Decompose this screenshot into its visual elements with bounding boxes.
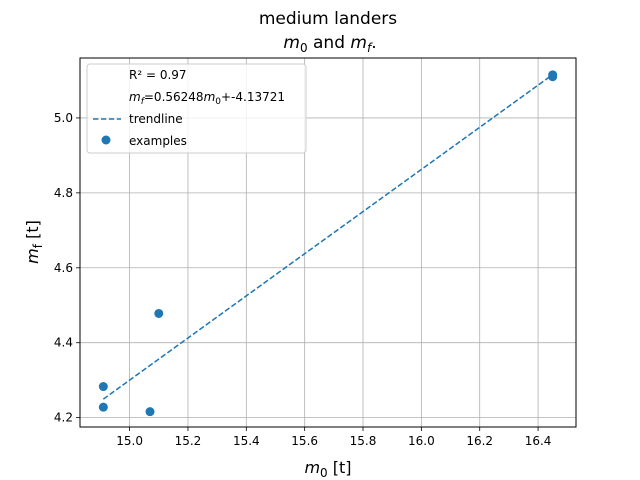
x-axis-label: m0 [t] — [304, 458, 351, 480]
legend-examples-label: examples — [129, 134, 187, 148]
plot-area-frame — [79, 57, 577, 428]
y-tick-label: 4.8 — [54, 186, 73, 200]
x-tick-label: 16.4 — [525, 434, 552, 448]
y-tick-label: 4.2 — [54, 411, 73, 425]
chart-subtitle: m0 and mf. — [283, 33, 376, 55]
y-axis-ticks: 4.2 4.4 4.6 4.8 5.0 — [54, 111, 80, 425]
x-tick-label: 16.2 — [466, 434, 493, 448]
data-point — [548, 72, 558, 82]
legend-r2: R² = 0.97 — [129, 68, 187, 82]
chart-title: medium landers — [259, 9, 397, 29]
x-tick-label: 16.0 — [408, 434, 435, 448]
legend-trendline-label: trendline — [129, 112, 183, 126]
data-point — [98, 382, 108, 392]
x-tick-label: 15.0 — [116, 434, 143, 448]
x-tick-label: 15.4 — [233, 434, 260, 448]
data-point — [145, 407, 155, 417]
x-tick-label: 15.8 — [350, 434, 377, 448]
x-tick-label: 15.6 — [291, 434, 318, 448]
x-axis-ticks: 15.0 15.2 15.4 15.6 15.8 16.0 16.2 16.4 — [116, 427, 551, 448]
data-point — [154, 308, 164, 318]
legend: R² = 0.97 mf=0.56248m0+-4.13721 trendlin… — [86, 63, 307, 154]
y-tick-label: 4.4 — [54, 336, 73, 350]
x-tick-label: 15.2 — [175, 434, 202, 448]
legend-examples-marker — [101, 135, 111, 145]
trendline — [102, 74, 554, 400]
data-point — [98, 402, 108, 412]
y-tick-label: 5.0 — [54, 111, 73, 125]
legend-box — [86, 63, 307, 154]
y-axis-label: mf [t] — [23, 220, 45, 264]
legend-equation: mf=0.56248m0+-4.13721 — [129, 90, 285, 107]
scatter-points — [98, 70, 558, 417]
y-tick-label: 4.6 — [54, 261, 73, 275]
